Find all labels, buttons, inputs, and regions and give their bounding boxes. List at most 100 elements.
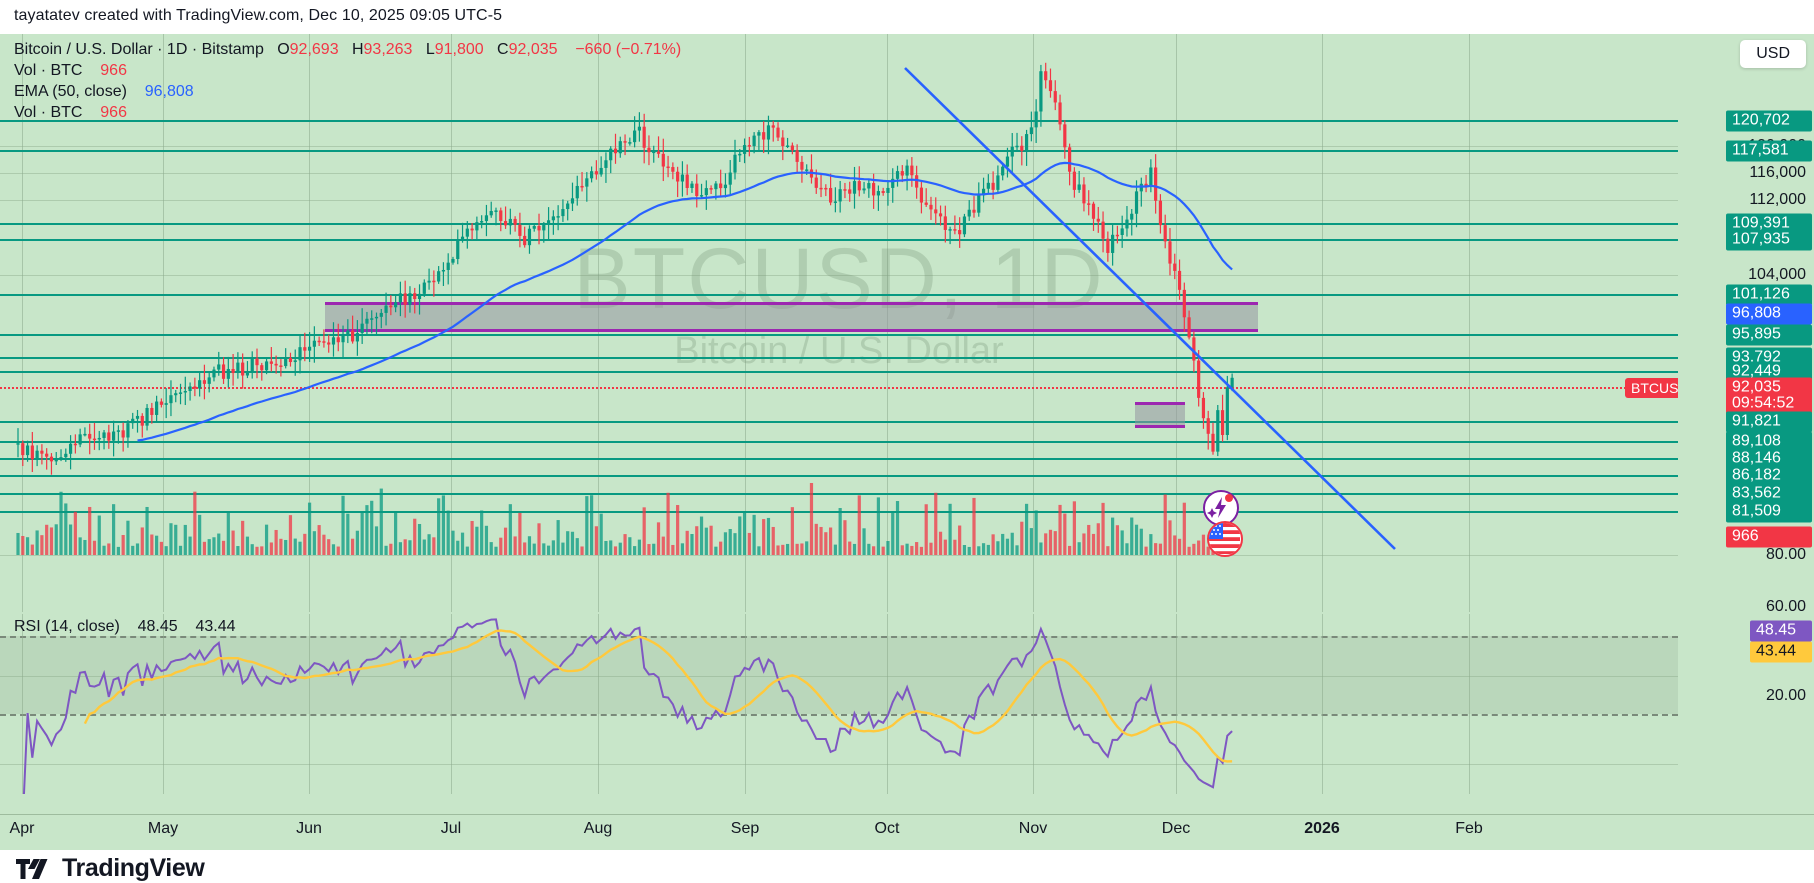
chart-container[interactable]: BTCUSD, 1D Bitcoin / U.S. Dollar [0, 34, 1814, 816]
time-axis-label: Nov [1018, 820, 1048, 837]
gridline-vertical [309, 34, 310, 612]
us-flag-icon [1209, 523, 1240, 554]
price-level-line[interactable] [0, 120, 1678, 122]
last-price-line [0, 387, 1678, 389]
chart-legend[interactable]: Bitcoin / U.S. Dollar · 1D · Bitstamp O9… [14, 40, 681, 124]
price-axis-pill-level[interactable]: 88,146 [1726, 448, 1812, 470]
price-pane[interactable]: BTCUSD, 1D Bitcoin / U.S. Dollar [0, 34, 1678, 612]
gridline-horizontal [0, 275, 1678, 276]
price-axis[interactable]: USD 120,000116,000112,000104,00080.00120… [1678, 34, 1814, 816]
gridline-vertical [1322, 34, 1323, 612]
axis-separator [0, 814, 1814, 815]
downtrend-line [904, 67, 1396, 550]
price-axis-pill-level[interactable]: 91,821 [1726, 411, 1812, 433]
gridline-horizontal [0, 173, 1678, 174]
price-axis-pill-countdown[interactable]: 09:54:52 [1726, 393, 1812, 415]
rsi-line [22, 618, 1233, 794]
rsi-axis-pill-rsi[interactable]: 48.45 [1750, 620, 1812, 642]
demand-zone-rectangle[interactable] [1135, 402, 1185, 428]
time-axis-label: May [147, 820, 179, 837]
price-axis-pill-ema[interactable]: 96,808 [1726, 303, 1812, 325]
price-axis-tick: 104,000 [1748, 266, 1806, 283]
price-axis-pill-level[interactable]: 92,449 [1726, 361, 1812, 383]
gridline-horizontal [0, 146, 1678, 147]
time-axis-label: Jun [296, 820, 322, 837]
volume-bar-series [16, 483, 1234, 555]
legend-row-volume[interactable]: Vol · BTC 966 [14, 61, 681, 81]
price-axis-pill-level[interactable]: 117,581 [1726, 140, 1812, 162]
legend-change-value: −660 (−0.71%) [575, 41, 682, 58]
gridline-vertical [309, 614, 310, 794]
price-level-line[interactable] [0, 458, 1678, 460]
price-axis-pill-level[interactable]: 89,108 [1726, 431, 1812, 453]
legend-close-value: 92,035 [508, 41, 558, 58]
tradingview-wordmark: TradingView [62, 854, 205, 882]
gridline-vertical [1322, 614, 1323, 794]
time-axis-label: Jul [440, 820, 462, 837]
price-level-line[interactable] [0, 223, 1678, 225]
rsi-pane[interactable]: RSI (14, close) 48.45 43.44 [0, 614, 1678, 794]
price-axis-pill-level[interactable]: 86,182 [1726, 465, 1812, 487]
rsi-legend-value: 48.45 [137, 618, 178, 635]
gridline-vertical [887, 614, 888, 794]
gridline-vertical [598, 614, 599, 794]
gridline-vertical [22, 34, 23, 612]
rsi-overbought-line [0, 636, 1678, 638]
legend-row-main[interactable]: Bitcoin / U.S. Dollar · 1D · Bitstamp O9… [14, 40, 681, 60]
gridline-vertical [22, 614, 23, 794]
tradingview-logo[interactable]: TradingView [16, 854, 205, 883]
gridline-vertical [1033, 614, 1034, 794]
candlestick-series [16, 62, 1234, 475]
price-level-line[interactable] [0, 441, 1678, 443]
time-axis-label: Oct [874, 820, 900, 837]
price-level-line[interactable] [0, 421, 1678, 423]
rsi-axis-pill-rsi-ma[interactable]: 43.44 [1750, 641, 1812, 663]
legend-ema-label: EMA (50, close) [14, 83, 127, 100]
rsi-axis-tick: 20.00 [1765, 687, 1806, 704]
legend-ema-value: 96,808 [144, 83, 194, 100]
gridline-horizontal [0, 555, 1678, 556]
gridline-vertical [1469, 34, 1470, 612]
price-level-line[interactable] [0, 150, 1678, 152]
legend-close-label: C [497, 41, 509, 58]
price-axis-pill-last[interactable]: 92,035 [1726, 377, 1812, 399]
price-level-line[interactable] [0, 239, 1678, 241]
legend-row-volume-2[interactable]: Vol · BTC 966 [14, 103, 681, 123]
price-axis-pill-level[interactable]: 83,562 [1726, 483, 1812, 505]
legend-volume2-value: 966 [100, 104, 127, 121]
time-axis-label: Sep [730, 820, 760, 837]
price-level-line[interactable] [0, 334, 1678, 336]
price-level-line[interactable] [0, 294, 1678, 296]
price-level-line[interactable] [0, 475, 1678, 477]
legend-volume-label: Vol · BTC [14, 62, 83, 79]
price-level-line[interactable] [0, 493, 1678, 495]
price-level-line[interactable] [0, 371, 1678, 373]
time-axis-label: Feb [1455, 820, 1483, 837]
ai-assistant-badge[interactable] [1203, 490, 1239, 526]
gridline-vertical [451, 614, 452, 794]
lightning-sparkle-icon [1207, 494, 1233, 518]
legend-title: Bitcoin / U.S. Dollar · 1D · Bitstamp [14, 41, 264, 58]
price-axis-pill-volume[interactable]: 966 [1726, 526, 1812, 548]
legend-row-ema[interactable]: EMA (50, close) 96,808 [14, 82, 681, 102]
rsi-series-svg [22, 618, 1233, 794]
price-axis-pill-level[interactable]: 120,702 [1726, 110, 1812, 132]
tradingview-mark-icon [16, 858, 48, 879]
price-axis-pill-level[interactable]: 81,509 [1726, 501, 1812, 523]
rsi-legend-label: RSI (14, close) [14, 618, 120, 635]
us-flag-badge[interactable] [1207, 521, 1243, 557]
price-axis-pill-level[interactable]: 101,126 [1726, 284, 1812, 306]
price-axis-pill-level[interactable]: 107,935 [1726, 229, 1812, 251]
attribution-text: tayatatev created with TradingView.com, … [14, 7, 503, 24]
rsi-band-shading [0, 636, 1678, 714]
time-axis-label: 2026 [1304, 820, 1340, 837]
time-axis[interactable]: Apr May Jun Jul Aug Sep Oct Nov Dec 2026 Feb [0, 816, 1814, 850]
price-axis-pill-level[interactable]: 95,895 [1726, 324, 1812, 346]
rsi-legend[interactable]: RSI (14, close) 48.45 43.44 [14, 618, 236, 636]
rsi-ma-legend-value: 43.44 [195, 618, 236, 635]
currency-button[interactable]: USD [1740, 40, 1806, 68]
price-axis-pill-level[interactable]: 109,391 [1726, 213, 1812, 235]
last-price-symbol-tag: BTCUSD [1625, 378, 1678, 398]
legend-high-label: H [351, 41, 364, 58]
price-level-line[interactable] [0, 357, 1678, 359]
